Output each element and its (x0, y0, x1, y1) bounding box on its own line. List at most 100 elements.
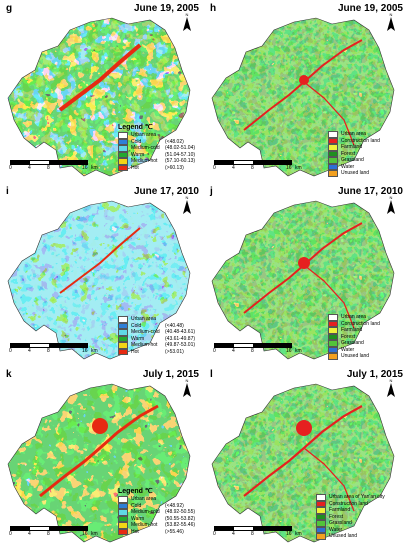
scale-bar: 0 4 8 16 km (213, 526, 302, 546)
north-arrow-icon: N (385, 378, 397, 400)
legend: Legend ℃ Urban area Cold (<48.02) Medium-… (118, 124, 195, 171)
legend-swatch (316, 507, 326, 514)
legend-item: Forest (328, 333, 380, 340)
north-arrow-icon: N (181, 195, 193, 217)
scale-label: 8 (251, 165, 254, 171)
land-use-map (211, 383, 395, 543)
panel-date: July 1, 2015 (346, 369, 403, 380)
scale-bar: 0 4 8 16 km (213, 160, 302, 180)
legend-swatch (328, 340, 338, 347)
legend-item: Unused land (328, 170, 380, 177)
legend-swatch (328, 333, 338, 340)
north-label: N (389, 195, 393, 200)
temperature-map (7, 383, 191, 543)
scale-label: 16 (286, 531, 292, 537)
legend: Urban area Construction land Farmland Fo… (328, 131, 380, 177)
legend-item: Water (328, 163, 380, 170)
scale-label: km (295, 531, 302, 537)
scale-label: 16 (82, 531, 88, 537)
legend-item: Medium-hot (57.10-60.13) (118, 158, 195, 165)
legend-swatch (328, 150, 338, 157)
legend-item: Urban area (118, 132, 195, 139)
legend-swatch (328, 320, 338, 327)
scale-label: 4 (28, 348, 31, 354)
scale-label: 4 (232, 531, 235, 537)
legend-item: Construction land (328, 320, 380, 327)
legend-swatch (118, 329, 128, 336)
panel-date: July 1, 2015 (142, 369, 199, 380)
legend-swatch (118, 316, 128, 323)
legend-swatch (328, 314, 338, 321)
legend-item: Urban area (328, 314, 380, 321)
legend-item: Urban area (328, 131, 380, 138)
scale-label: 0 (213, 348, 216, 354)
north-label: N (185, 12, 189, 17)
legend-item: Medium-cold (48.02-51.04) (118, 145, 195, 152)
north-label: N (185, 378, 189, 383)
legend-item: Urban area (118, 316, 195, 323)
scale-label: 16 (286, 348, 292, 354)
legend-item: Forest (328, 150, 380, 157)
legend-item: Warm (50.55-53.82) (118, 515, 195, 522)
panel-date: June 19, 2005 (337, 3, 403, 14)
legend-swatch (328, 170, 338, 177)
north-arrow-icon: N (181, 12, 193, 34)
scale-bar: 0 4 8 16 km (9, 160, 98, 180)
scale-label: 4 (232, 348, 235, 354)
scale-label: km (91, 531, 98, 537)
legend-title: Legend ℃ (118, 488, 153, 495)
legend-item: Water (316, 526, 385, 533)
legend-swatch (118, 132, 128, 139)
legend: Urban area Construction land Farmland Fo… (328, 314, 380, 360)
north-arrow-icon: N (181, 378, 193, 400)
legend-swatch (118, 151, 128, 158)
legend: Legend ℃ Urban area Cold (<48.92) Medium-… (118, 488, 195, 535)
scale-label: 8 (47, 531, 50, 537)
legend-swatch (316, 526, 326, 533)
legend-item: Urban area of Yan'an city (316, 494, 385, 501)
panel-date: June 17, 2010 (337, 186, 403, 197)
scale-bar: 0 4 8 16 km (9, 526, 98, 546)
legend-item: Forest (316, 513, 385, 520)
scale-label: 0 (213, 531, 216, 537)
legend-item: Hot (>55.46) (118, 528, 195, 535)
legend-swatch (328, 131, 338, 138)
map-panel-g: g June 19, 2005 N 0 4 8 16 km Legend ℃ U… (0, 0, 203, 183)
scale-label: km (91, 165, 98, 171)
legend-swatch (328, 327, 338, 334)
legend-swatch (328, 137, 338, 144)
legend-item: Medium-hot (53.82-55.46) (118, 522, 195, 529)
scale-label: 0 (9, 348, 12, 354)
legend-item: Medium-cold (40.48-43.61) (118, 329, 195, 336)
legend-item: Construction land (316, 500, 385, 507)
north-arrow-icon: N (385, 195, 397, 217)
legend-item: Cold (<48.02) (118, 138, 195, 145)
land-use-map (211, 17, 395, 177)
legend-item: Warm (51.04-57.10) (118, 151, 195, 158)
legend-swatch (118, 138, 128, 145)
legend-item: Grassland (316, 520, 385, 527)
scale-bar: 0 4 8 16 km (9, 343, 98, 363)
panel-letter: k (6, 369, 12, 380)
legend-swatch (118, 496, 128, 503)
legend-item: Cold (<48.92) (118, 502, 195, 509)
legend-swatch (316, 533, 326, 540)
legend-swatch (328, 144, 338, 151)
panel-letter: h (210, 3, 217, 14)
legend-item: Water (328, 346, 380, 353)
legend-swatch (316, 520, 326, 527)
scale-label: 4 (28, 531, 31, 537)
legend-swatch (118, 322, 128, 329)
scale-label: 8 (47, 165, 50, 171)
scale-label: 8 (47, 348, 50, 354)
map-panel-h: h June 19, 2005 N 0 4 8 16 km Urban area… (204, 0, 407, 183)
legend-swatch (118, 158, 128, 165)
legend-swatch (316, 513, 326, 520)
legend-swatch (328, 346, 338, 353)
legend-item: Farmland (316, 507, 385, 514)
scale-label: 0 (213, 165, 216, 171)
legend-item: Unused land (316, 533, 385, 540)
scale-label: 8 (251, 348, 254, 354)
legend-item: Medium-cold (48.92-50.55) (118, 509, 195, 516)
legend-swatch (118, 528, 128, 535)
